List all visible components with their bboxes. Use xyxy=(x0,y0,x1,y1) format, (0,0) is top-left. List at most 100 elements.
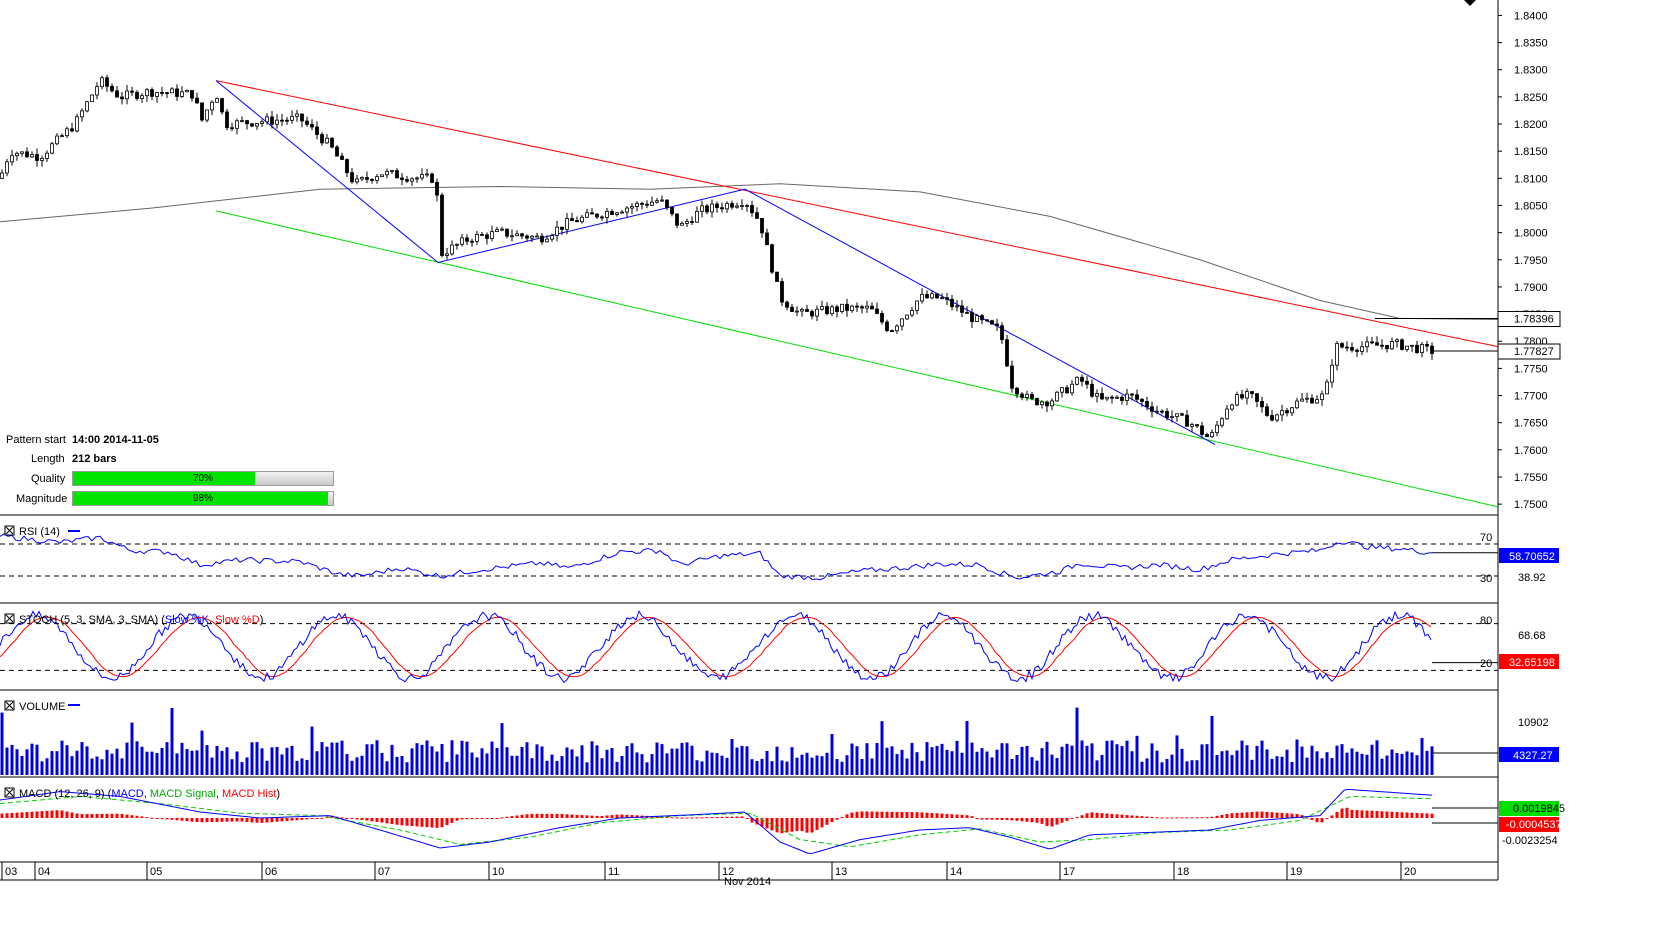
candle-body xyxy=(880,313,884,323)
volume-bar xyxy=(45,758,49,775)
macd-hist-bar xyxy=(5,813,9,818)
macd-hist-bar xyxy=(200,818,204,823)
macd-hist-bar xyxy=(995,818,999,820)
volume-bar xyxy=(810,757,814,775)
volume-bar xyxy=(345,754,349,775)
macd-hist-bar xyxy=(845,814,849,818)
macd-hist-bar xyxy=(580,815,584,818)
candle-body xyxy=(555,226,559,236)
candle-body xyxy=(800,309,804,312)
volume-bar xyxy=(540,746,544,775)
volume-bar xyxy=(1365,754,1369,775)
candle-body xyxy=(1085,380,1089,385)
candle-body xyxy=(50,143,54,154)
candle-body xyxy=(670,206,674,215)
volume-bar xyxy=(835,759,839,775)
macd-hist-bar xyxy=(60,810,64,818)
volume-bar xyxy=(845,755,849,775)
volume-bar xyxy=(485,753,489,775)
candle-body xyxy=(835,306,839,312)
volume-bar xyxy=(960,752,964,775)
candle-body xyxy=(550,235,554,240)
macd-hist-bar xyxy=(195,818,199,823)
price-tick-label: 1.8350 xyxy=(1514,38,1548,50)
candle-body xyxy=(1165,410,1169,418)
candle-body xyxy=(595,213,599,218)
volume-bar xyxy=(270,747,274,775)
candle-body xyxy=(1310,397,1314,404)
candle-body xyxy=(725,203,729,210)
macd-hist-bar xyxy=(1125,815,1129,818)
volume-bar xyxy=(1055,758,1059,775)
candle-body xyxy=(125,90,129,100)
volume-bar xyxy=(775,746,779,775)
macd-hist-bar xyxy=(780,818,784,834)
candle-body xyxy=(605,211,609,218)
candle-body xyxy=(1035,397,1039,406)
macd-hist-bar xyxy=(130,815,134,818)
candle-body xyxy=(1295,400,1299,409)
macd-hist-bar xyxy=(205,818,209,823)
stoch-panel xyxy=(0,610,1498,684)
macd-hist-bar xyxy=(15,812,19,818)
candle-body xyxy=(690,221,694,223)
macd-hist-bar xyxy=(510,816,514,818)
candle-body xyxy=(1090,383,1094,397)
volume-bar xyxy=(380,752,384,775)
candle-body xyxy=(830,306,834,314)
macd-title: MACD (12, 26, 9) (MACD, MACD Signal, MAC… xyxy=(4,787,280,800)
macd-hist-bar xyxy=(80,814,84,818)
scroll-marker-icon xyxy=(1464,0,1476,6)
macd-hist-bar xyxy=(1135,815,1139,818)
candle-body xyxy=(1130,393,1134,396)
candle-body xyxy=(1300,398,1304,402)
candle-body xyxy=(355,178,359,183)
macd-hist-bar xyxy=(1050,818,1054,827)
volume-bar xyxy=(1050,754,1054,775)
time-tick-label: 03 xyxy=(5,866,17,878)
candle-body xyxy=(45,152,49,159)
volume-bar xyxy=(905,758,909,775)
volume-bar xyxy=(285,747,289,775)
candle-body xyxy=(1195,424,1199,427)
volume-bar xyxy=(1000,743,1004,775)
volume-bar xyxy=(15,749,19,775)
volume-bar xyxy=(1130,751,1134,775)
volume-bar xyxy=(240,762,244,775)
quality-value: 70% xyxy=(192,473,213,484)
macd-signal-legend: MACD Signal xyxy=(150,788,216,800)
candle-body xyxy=(1205,434,1209,438)
candle-body xyxy=(1100,393,1104,400)
candle-body xyxy=(505,228,509,237)
macd-hist-bar xyxy=(345,818,349,819)
macd-hist-bar xyxy=(305,818,309,820)
candle-body xyxy=(1225,408,1229,420)
volume-bar xyxy=(655,742,659,775)
macd-panel xyxy=(0,788,1498,854)
candle-body xyxy=(960,305,964,313)
volume-bar xyxy=(1305,757,1309,775)
candle-body xyxy=(675,213,679,226)
macd-hist-bar xyxy=(545,813,549,818)
volume-bar xyxy=(630,743,634,775)
macd-hist-bar xyxy=(0,813,4,818)
macd-hist-bar xyxy=(775,818,779,833)
rsi-line xyxy=(0,533,1433,581)
volume-bar xyxy=(1190,760,1194,775)
macd-hist-bar xyxy=(1200,817,1204,819)
candle-body xyxy=(10,155,14,163)
volume-bar xyxy=(180,742,184,775)
stoch-axis-label: 68.68 xyxy=(1518,630,1546,642)
macd-hist-bar xyxy=(1405,812,1409,818)
volume-bar xyxy=(480,748,484,775)
candle-body xyxy=(1200,425,1204,435)
macd-hist-bar xyxy=(340,817,344,819)
candle-body xyxy=(515,233,519,237)
volume-bar xyxy=(265,760,269,775)
volume-bar xyxy=(250,742,254,775)
candle-body xyxy=(55,135,59,145)
price-tick-label: 1.8300 xyxy=(1514,65,1548,77)
macd-hist-bar xyxy=(75,813,79,818)
macd-hist-bar xyxy=(1340,808,1344,818)
candle-body xyxy=(645,203,649,206)
